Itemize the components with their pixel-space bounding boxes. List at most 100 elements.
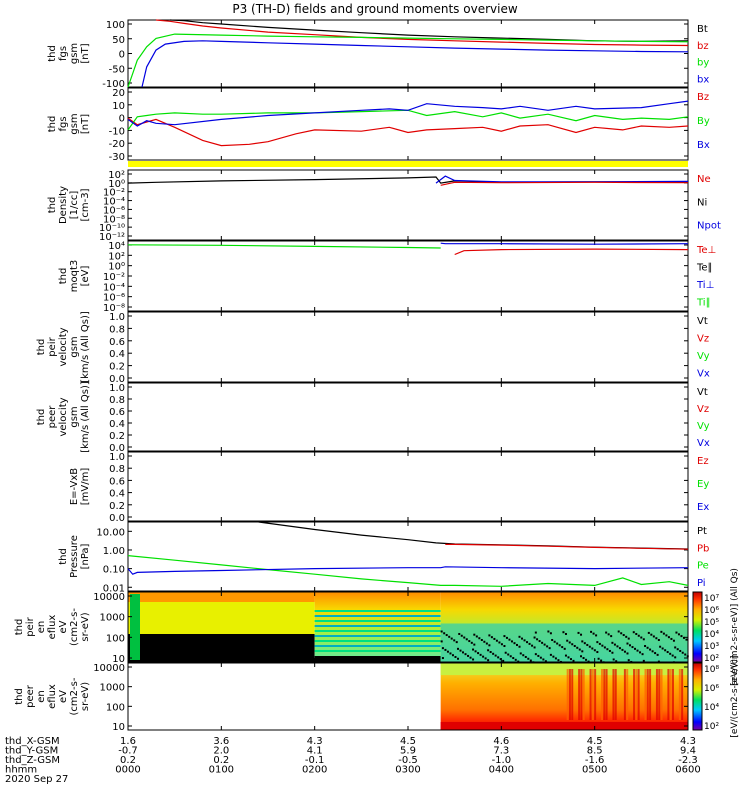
spectrogram-speckle [538,640,541,643]
colorbar-label: [eV/(cm2-s-sr-eV)] [730,655,740,737]
spectrogram-speckle [497,656,500,659]
spectrogram-speckle [650,633,653,636]
colorbar-frame [692,662,703,731]
colorbar-tick-label: 10² [704,654,719,664]
y-tick-label: 0.4 [109,419,125,430]
y-tick-label: 0 [119,114,125,125]
legend-entry: Pt [697,526,707,537]
y-axis-label: peer [25,684,36,708]
panel-frame [127,311,689,383]
spectrogram-speckle [659,645,662,648]
colorbar [693,592,702,662]
y-tick-label: 0.0 [109,374,125,385]
legend-entry: Vt [697,387,708,398]
spectrogram-speckle [499,658,502,661]
legend-entry: Vy [697,351,710,362]
y-axis-label: [nPa] [80,543,91,569]
spectrogram-speckle [558,644,561,647]
y-tick-label: 10⁻⁴ [103,197,125,208]
spectrogram-speckle [509,655,512,658]
ephemeris-value: 0400 [489,765,514,776]
y-tick-label: 0.8 [109,464,125,475]
y-tick-label: 1.0 [109,312,125,323]
ephemeris-value: -0.5 [398,755,418,766]
spectrogram-speckle [567,656,570,659]
spectrogram-speckle [472,658,475,661]
spectrogram-speckle [621,648,624,651]
y-axis-label: Pressure [69,535,80,578]
y-tick-label: 10⁻⁶ [103,293,125,304]
series-line-ti [440,242,689,245]
series-line-by [127,109,689,131]
y-axis-label: thd [47,116,58,133]
spectrogram-speckle [464,653,467,656]
spectrogram-speckle [493,637,496,640]
spectrogram-speckle [523,639,526,642]
series-line-bx [141,40,689,88]
spectrogram-speckle [644,645,647,648]
spectrogram-stripe [314,650,441,652]
ephemeris-value: 2.0 [213,746,229,757]
y-tick-label: 10 [112,101,125,112]
spectrogram-speckle [498,641,501,644]
ephemeris-value: 9.4 [680,746,696,757]
spectrogram-speckle [669,652,672,655]
spectrogram-speckle [478,637,481,640]
ephemeris-value: -0.7 [118,746,138,757]
y-axis-label: thd [47,45,58,62]
spectrogram-speckle [634,647,637,650]
spectrogram-stripe [660,669,663,720]
y-tick-label: 10⁻¹⁰ [99,223,125,234]
y-axis-label: velocity [58,397,69,436]
y-tick-label: 0.2 [109,362,125,373]
colorbar-label: [eV/(cm2-s-sr-eV)] (All Qs) [730,568,740,686]
colorbar [693,663,702,730]
quality-flag-bar [128,161,688,167]
spectrogram-speckle [470,641,473,644]
spectrogram-speckle [448,635,451,638]
spectrogram-speckle [488,644,491,647]
spectrogram-speckle [572,659,575,662]
spectrogram-speckle [502,659,505,662]
colorbar-tick-label: 10² [704,722,719,732]
y-axis-label: sr-eV) [80,612,91,641]
y-axis-label: [km/s (All Qs)] [80,381,91,453]
legend-entry: Ni [697,197,707,208]
spectrogram-speckle [608,649,611,652]
panel-efield: 1.00.80.6 0.40.20.0 E=-VxB [mV/m] Ez Ey Ex [69,451,709,524]
spectrogram-speckle [674,646,677,649]
spectrogram-speckle [556,642,559,645]
spectrogram-speckle [475,635,478,638]
y-tick-label: 0 [119,50,125,61]
spectrogram-stripe [591,669,594,720]
y-axis-label: eflux [47,684,58,709]
y-axis-label: eV [58,620,69,633]
ephemeris-value: 0000 [115,765,140,776]
spectrogram-speckle [460,634,463,637]
legend-entry: Bt [697,24,708,35]
spectrogram-speckle [639,651,642,654]
spectrogram-speckle [449,652,452,655]
spectrogram-speckle [595,634,598,637]
y-tick-label: 20 [112,88,125,99]
y-axis-label: [1/cc] [69,191,80,220]
spectrogram-speckle [508,638,511,641]
spectrogram-speckle [662,632,665,635]
plot-title: P3 (TH-D) fields and ground moments over… [232,2,518,16]
spectrogram-speckle [612,658,615,661]
spectrogram-band [440,722,688,730]
y-tick-label: 0.01 [103,583,125,594]
spectrogram-speckle [494,654,497,657]
legend-entry: Vx [697,438,710,449]
spectrogram-speckle [526,641,529,644]
spectrogram-speckle [627,659,630,662]
y-axis-label: peer [47,405,58,429]
spectrogram-speckle [487,659,490,662]
panel-frame [127,451,689,522]
y-tick-label: 100 [106,633,125,644]
ephemeris-value: -2.3 [678,755,698,766]
ephemeris-value: 0300 [395,765,420,776]
spectrogram-speckle [576,646,579,649]
